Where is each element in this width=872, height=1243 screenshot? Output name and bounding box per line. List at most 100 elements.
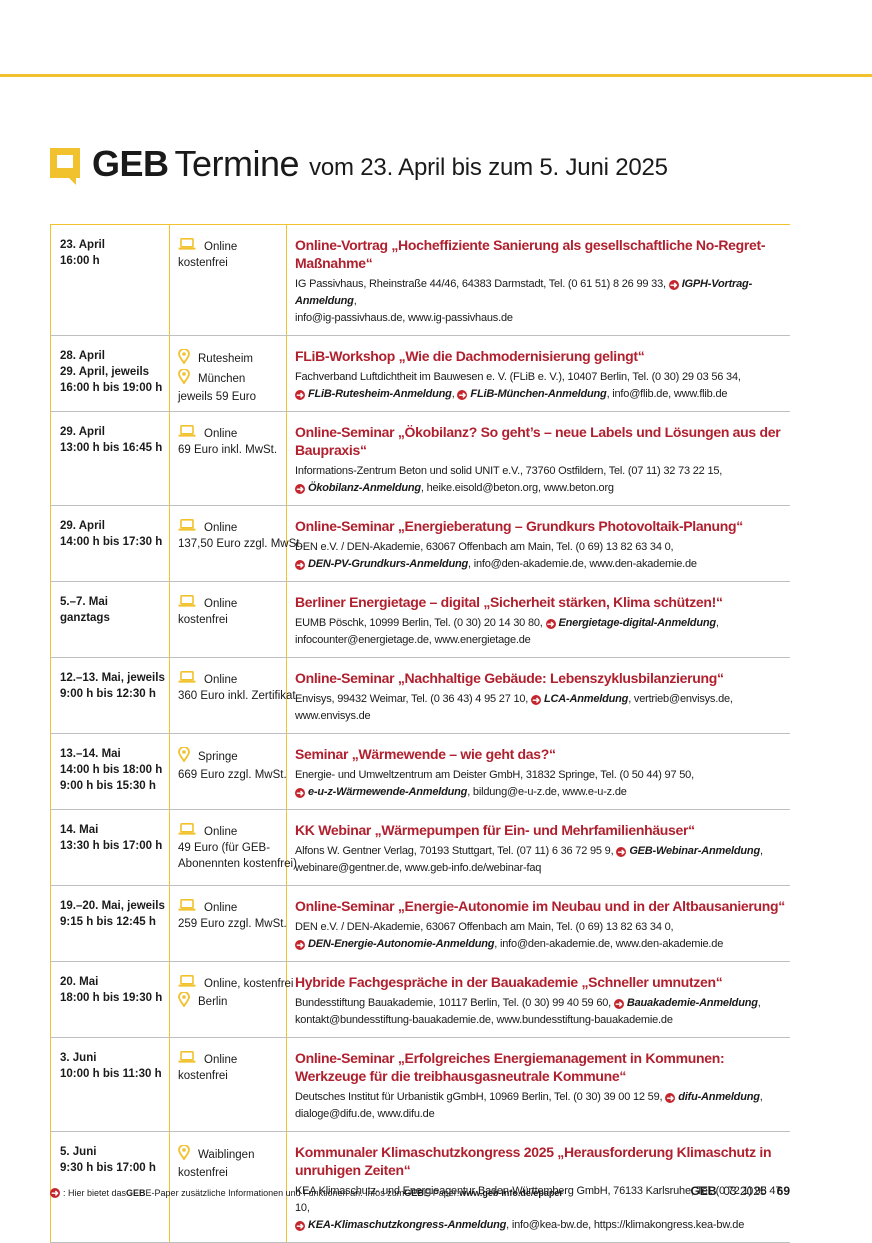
link-arrow-icon: ➜ [295, 1221, 305, 1231]
event-date: 20. Mai 18:00 h bis 19:30 h [50, 962, 170, 1037]
event-row: 28. April 29. April, jeweils 16:00 h bis 1… [50, 336, 790, 412]
link-arrow-icon: ➜ [613, 999, 624, 1009]
event-detail-text: , [759, 845, 763, 857]
registration-link[interactable]: LCA-Anmeldung [544, 693, 629, 705]
event-detail-line: info@ig-passivhaus.de, www.ig-passivhaus… [295, 310, 790, 327]
event-detail-text: Fachverband Luftdichtheit im Bauwesen e.… [295, 371, 741, 383]
event-format-text: Online [204, 597, 238, 610]
event-detail-text: infocounter@energietage.de, www.energiet… [295, 634, 531, 646]
event-info: Seminar „Wärmewende – wie geht das?“ Ener… [287, 734, 790, 809]
event-title: Berliner Energietage – digital „Sicherhe… [295, 594, 723, 610]
registration-link[interactable]: DEN-Energie-Autonomie-Anmeldung [308, 938, 495, 950]
event-detail-line: Fachverband Luftdichtheit im Bauwesen e.… [295, 369, 790, 386]
location-pin-icon [178, 368, 190, 389]
event-detail-line: IG Passivhaus, Rheinstraße 44/46, 64383 … [295, 276, 790, 310]
event-format-text: Waiblingen [198, 1149, 255, 1161]
event-format-text: Springe [198, 751, 238, 763]
page-subtitle: vom 23. April bis zum 5. Juni 2025 [309, 154, 668, 181]
laptop-icon [178, 425, 196, 442]
link-arrow-icon: ➜ [295, 484, 305, 494]
event-date-line: 14:00 h bis 17:30 h [60, 536, 163, 548]
event-date: 29. April 13:00 h bis 16:45 h [50, 412, 170, 505]
event-detail-line: infocounter@energietage.de, www.energiet… [295, 632, 790, 649]
event-info: Online-Seminar „Erfolgreiches Energieman… [287, 1038, 790, 1131]
link-arrow-icon: ➜ [295, 940, 305, 950]
event-format: Rutesheim München jeweils 59 Euro [170, 336, 287, 411]
event-format-text: Online, kostenfrei [204, 977, 294, 990]
event-info: Online-Seminar „Ökobilanz? So geht’s – n… [287, 412, 790, 505]
epaper-arrow-icon: ➜ [50, 1188, 60, 1198]
event-detail-line: Envisys, 99432 Weimar, Tel. (0 36 43) 4 … [295, 691, 790, 725]
top-rule [0, 74, 872, 77]
event-format-text: kostenfrei [178, 1167, 228, 1179]
event-detail-text: Informations-Zentrum Beton und solid UNI… [295, 465, 723, 477]
registration-link[interactable]: KEA-Klimaschutzkongress-Anmeldung [308, 1219, 507, 1231]
event-detail-line: Alfons W. Gentner Verlag, 70193 Stuttgar… [295, 843, 790, 860]
event-date-line: 29. April [60, 426, 105, 438]
event-format-text: kostenfrei [178, 1070, 228, 1082]
footer-epaper-link[interactable]: www.geb-info.de/epaper [459, 1188, 563, 1198]
event-detail-text: Bundesstiftung Bauakademie, 10117 Berlin… [295, 997, 614, 1009]
event-detail-line: ➜ KEA-Klimaschutzkongress-Anmeldung, info… [295, 1217, 790, 1234]
event-info: Online-Seminar „Nachhaltige Gebäude: Leb… [287, 658, 790, 733]
event-info: Kommunaler Klimaschutzkongress 2025 „Her… [287, 1132, 790, 1242]
event-detail-text: , info@den-akademie.de, www.den-akademie… [494, 938, 724, 950]
event-title: Online-Seminar „Erfolgreiches Energieman… [295, 1050, 725, 1084]
speech-bubble-logo-icon [50, 148, 80, 185]
event-detail-text: Alfons W. Gentner Verlag, 70193 Stuttgar… [295, 845, 617, 857]
registration-link[interactable]: e-u-z-Wärmewende-Anmeldung [308, 786, 468, 798]
registration-link[interactable]: difu-Anmeldung [678, 1091, 760, 1103]
footer-note-mid2: E-Paper: [423, 1188, 460, 1198]
link-arrow-icon: ➜ [295, 560, 305, 570]
link-arrow-icon: ➜ [531, 695, 542, 705]
event-detail-line: Bundesstiftung Bauakademie, 10117 Berlin… [295, 995, 790, 1012]
event-date: 19.–20. Mai, jeweils 9:15 h bis 12:45 h [50, 886, 170, 961]
event-row: 23. April 16:00 h Online kostenfrei Online-V… [50, 225, 790, 336]
event-detail-line: Deutsches Institut für Urbanistik gGmbH,… [295, 1089, 790, 1106]
event-row: 20. Mai 18:00 h bis 19:30 h Online, kosten… [50, 962, 790, 1038]
registration-link[interactable]: FLiB-Rutesheim-Anmeldung [308, 388, 452, 400]
registration-link[interactable]: FLiB-München-Anmeldung [470, 388, 607, 400]
event-row: 12.–13. Mai, jeweils 9:00 h bis 12:30 h On… [50, 658, 790, 734]
event-row: 29. April 13:00 h bis 16:45 h Online 69 Eur… [50, 412, 790, 506]
issue-number: 03 2025 [723, 1184, 767, 1198]
registration-link[interactable]: DEN-PV-Grundkurs-Anmeldung [308, 558, 469, 570]
event-date-line: 9:00 h bis 12:30 h [60, 688, 156, 700]
location-pin-icon [178, 1144, 190, 1165]
laptop-icon [178, 1051, 196, 1068]
event-detail-line: ➜ DEN-Energie-Autonomie-Anmeldung, info@d… [295, 936, 790, 953]
event-row: 14. Mai 13:30 h bis 17:00 h Online 49 Euro … [50, 810, 790, 886]
event-detail-line: EUMB Pöschk, 10999 Berlin, Tel. (0 30) 2… [295, 615, 790, 632]
event-format-text: 360 Euro inkl. Zertifikat [178, 690, 296, 702]
event-date-line: 13:00 h bis 16:45 h [60, 442, 163, 454]
event-title: Online-Seminar „Ökobilanz? So geht’s – n… [295, 424, 781, 458]
event-format: Waiblingen kostenfrei [170, 1132, 287, 1242]
registration-link[interactable]: Energietage-digital-Anmeldung [558, 617, 717, 629]
event-date: 3. Juni 10:00 h bis 11:30 h [50, 1038, 170, 1131]
laptop-icon [178, 519, 196, 536]
event-info: Berliner Energietage – digital „Sicherhe… [287, 582, 790, 657]
event-date-line: 23. April [60, 239, 105, 251]
event-detail-line: Energie- und Umweltzentrum am Deister Gm… [295, 767, 790, 784]
event-title: Online-Seminar „Nachhaltige Gebäude: Leb… [295, 670, 724, 686]
event-format-text: Rutesheim [198, 353, 253, 365]
registration-link[interactable]: IGPH-Vortrag-Anmeldung [295, 278, 753, 307]
event-date-line: 13.–14. Mai [60, 748, 121, 760]
event-format-text: Online [204, 1053, 238, 1066]
registration-link[interactable]: Bauakademie-Anmeldung [626, 997, 758, 1009]
event-format: Online 259 Euro zzgl. MwSt. [170, 886, 287, 961]
registration-link[interactable]: Ökobilanz-Anmeldung [308, 482, 421, 494]
event-format-text: 69 Euro inkl. MwSt. [178, 444, 278, 456]
event-format-text: 137,50 Euro zzgl. MwSt. [178, 538, 303, 550]
event-format-text: 259 Euro zzgl. MwSt. [178, 918, 287, 930]
event-date: 23. April 16:00 h [50, 225, 170, 335]
event-detail-line: webinare@gentner.de, www.geb-info.de/web… [295, 860, 790, 877]
event-detail-line: DEN e.V. / DEN-Akademie, 63067 Offenbach… [295, 919, 790, 936]
event-date-line: 28. April [60, 350, 105, 362]
event-format-text: München [198, 373, 246, 385]
event-detail-text: , [715, 617, 719, 629]
link-arrow-icon: ➜ [665, 1093, 676, 1103]
registration-link[interactable]: GEB-Webinar-Anmeldung [629, 845, 760, 857]
event-title: FLiB-Workshop „Wie die Dachmodernisierun… [295, 348, 645, 364]
event-detail-text: , heike.eisold@beton.org, www.beton.org [420, 482, 614, 494]
